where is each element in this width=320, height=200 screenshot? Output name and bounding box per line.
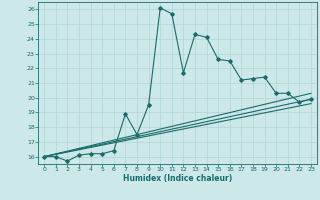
X-axis label: Humidex (Indice chaleur): Humidex (Indice chaleur) [123,174,232,183]
